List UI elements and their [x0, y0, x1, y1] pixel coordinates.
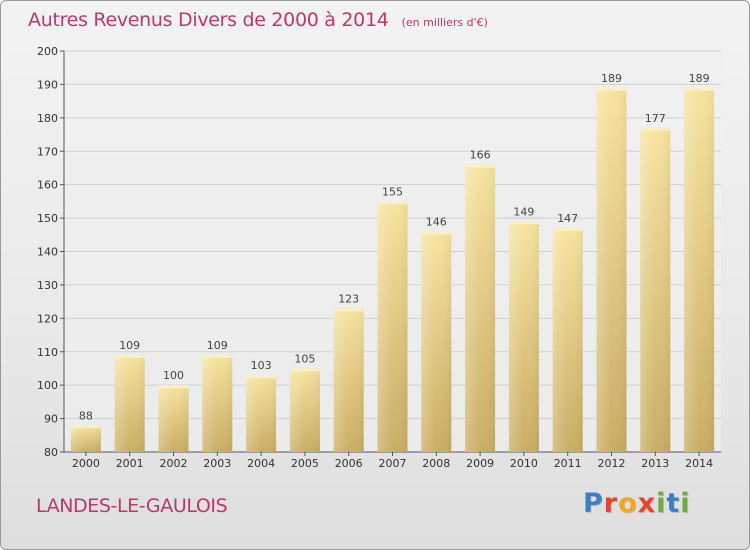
- bar-top: [377, 201, 408, 205]
- data-label: 88: [79, 409, 93, 422]
- x-tick-label: 2014: [685, 457, 713, 470]
- title-row: Autres Revenus Divers de 2000 à 2014 (en…: [28, 9, 488, 31]
- bar-shading: [289, 368, 320, 452]
- y-tick-label: 150: [37, 212, 58, 225]
- x-tick-label: 2013: [641, 457, 669, 470]
- logo-letter: x: [637, 488, 657, 519]
- x-tick-label: 2007: [379, 457, 407, 470]
- data-label: 105: [294, 352, 315, 365]
- bar-shading: [465, 164, 496, 452]
- label-layer: 88 109 100 109 103 105 123 155 146 166 149 147 189 17…: [79, 72, 710, 423]
- x-tick-label: 2005: [291, 457, 319, 470]
- data-label: 109: [207, 339, 228, 352]
- x-tick-label: 2006: [335, 457, 363, 470]
- data-label: 147: [557, 212, 578, 225]
- bar-shading: [70, 425, 101, 452]
- bar-shading: [158, 385, 189, 452]
- data-label: 166: [470, 149, 491, 162]
- bar-top: [289, 368, 320, 372]
- bar-top: [246, 375, 277, 379]
- bar-top: [158, 385, 189, 389]
- y-tick-label: 100: [37, 379, 58, 392]
- y-tick-label: 180: [37, 112, 58, 125]
- bar-top: [465, 164, 496, 168]
- logo-letter: i: [656, 488, 667, 519]
- logo-letter: t: [666, 488, 681, 519]
- y-tick-label: 140: [37, 246, 58, 259]
- x-tick-label: 2000: [72, 457, 100, 470]
- x-tick-label: 2002: [160, 457, 188, 470]
- bar-top: [684, 87, 715, 91]
- bar-shading: [333, 308, 364, 452]
- bar-shading: [640, 127, 671, 452]
- bar-top: [202, 355, 233, 359]
- bar-shading: [246, 375, 277, 452]
- y-tick-label: 190: [37, 78, 58, 91]
- data-label: 149: [513, 205, 534, 218]
- bar-top: [640, 127, 671, 131]
- x-tick-label: 2009: [466, 457, 494, 470]
- town-name: LANDES-LE-GAULOIS: [36, 495, 228, 517]
- data-label: 103: [251, 359, 272, 372]
- bar-top: [596, 87, 627, 91]
- data-label: 177: [645, 112, 666, 125]
- x-tick-label: 2004: [247, 457, 275, 470]
- bar-top: [552, 228, 583, 232]
- data-label: 123: [338, 292, 359, 305]
- logo-letter: o: [618, 488, 638, 519]
- y-tick-label: 120: [37, 312, 58, 325]
- y-tick-label: 90: [44, 413, 58, 426]
- y-tick-label: 80: [44, 446, 58, 459]
- bar-top: [70, 425, 101, 429]
- data-label: 109: [119, 339, 140, 352]
- logo-letter: i: [680, 488, 691, 519]
- bar-shading: [421, 231, 452, 452]
- bar-layer: [70, 87, 715, 452]
- x-tick-label: 2012: [598, 457, 626, 470]
- x-tick-label: 2010: [510, 457, 538, 470]
- bar-shading: [684, 87, 715, 452]
- logo-letter: P: [583, 488, 604, 519]
- logo-letter: r: [603, 488, 619, 519]
- bar-shading: [114, 355, 145, 452]
- data-label: 146: [426, 215, 447, 228]
- y-tick-label: 170: [37, 145, 58, 158]
- chart-title: Autres Revenus Divers de 2000 à 2014: [28, 9, 389, 31]
- data-label: 100: [163, 369, 184, 382]
- data-label: 189: [601, 72, 622, 85]
- proxiti-logo[interactable]: Proxiti: [583, 488, 691, 519]
- bar-shading: [508, 221, 539, 452]
- bar-top: [421, 231, 452, 235]
- x-tick-label: 2011: [554, 457, 582, 470]
- y-tick-label: 160: [37, 179, 58, 192]
- bar-top: [508, 221, 539, 225]
- bar-shading: [552, 228, 583, 452]
- y-tick-label: 200: [37, 45, 58, 58]
- x-tick-label: 2003: [203, 457, 231, 470]
- data-label: 155: [382, 185, 403, 198]
- x-tick-label: 2001: [116, 457, 144, 470]
- bar-top: [333, 308, 364, 312]
- chart-subtitle: (en milliers d'€): [401, 16, 488, 29]
- bar-shading: [377, 201, 408, 452]
- x-tick-label: 2008: [422, 457, 450, 470]
- y-tick-label: 130: [37, 279, 58, 292]
- bar-shading: [202, 355, 233, 452]
- axis-layer: 80 90 100 110 120 130 140 150 160 170 180 190 200 200…: [37, 45, 721, 470]
- bar-shading: [596, 87, 627, 452]
- y-tick-label: 110: [37, 346, 58, 359]
- bar-top: [114, 355, 145, 359]
- data-label: 189: [689, 72, 710, 85]
